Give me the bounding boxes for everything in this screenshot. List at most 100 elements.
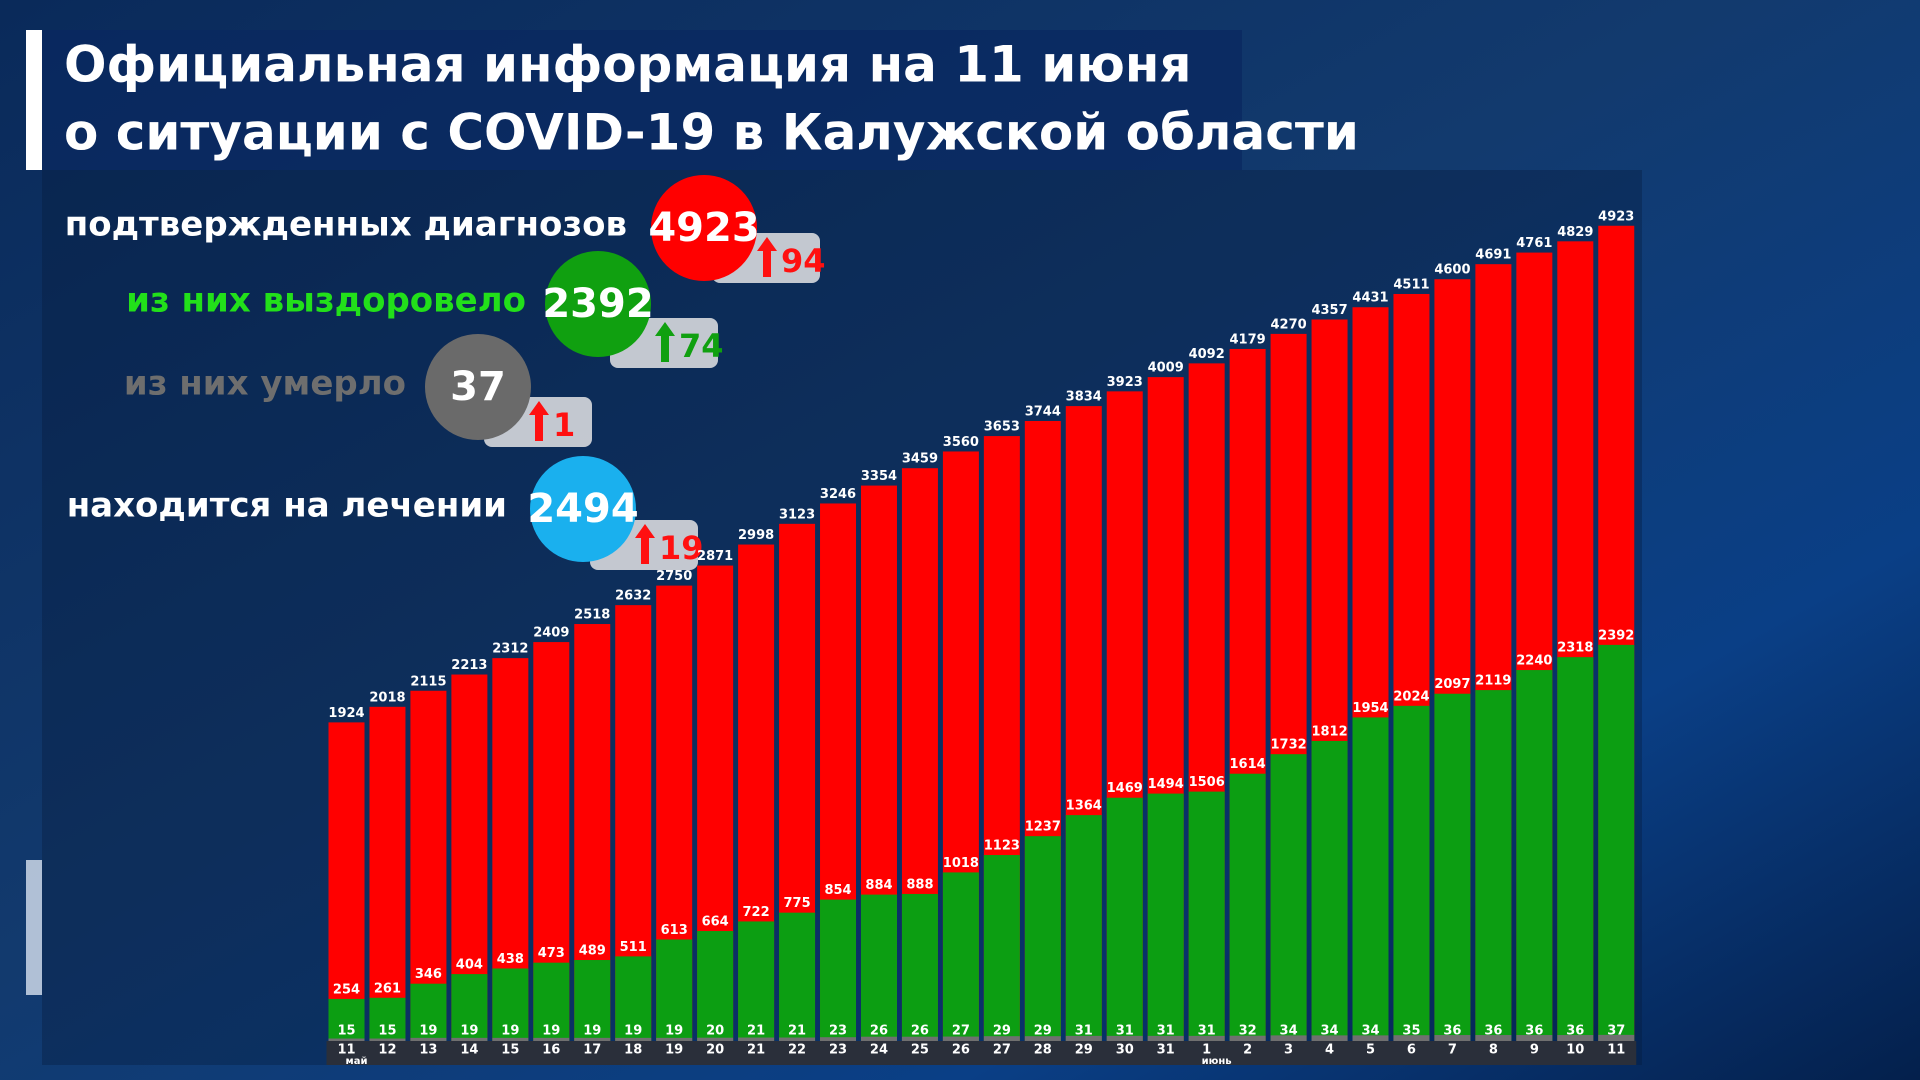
data-label: 346 <box>415 967 442 982</box>
bar <box>1557 657 1594 1041</box>
x-tick-label: 3 <box>1284 1043 1293 1058</box>
x-tick-label: 8 <box>1489 1043 1498 1058</box>
x-tick-label: 13 <box>419 1043 437 1058</box>
bar <box>820 1037 857 1041</box>
x-tick-label: 10 <box>1566 1043 1584 1058</box>
summary-circle <box>545 251 651 357</box>
data-label: 1494 <box>1148 777 1184 792</box>
x-tick-label: 9 <box>1530 1043 1539 1058</box>
data-label: 23 <box>829 1024 847 1039</box>
bar <box>1311 740 1348 1041</box>
bar <box>697 1037 734 1041</box>
data-label: 36 <box>1484 1024 1502 1039</box>
title-panel <box>42 30 1242 170</box>
bar <box>492 968 529 1041</box>
data-label: 489 <box>579 944 606 959</box>
data-label: 19 <box>665 1024 683 1039</box>
x-tick-label: 21 <box>747 1043 765 1058</box>
data-label: 2998 <box>738 528 774 543</box>
summary-change: 19 <box>659 529 704 567</box>
bar <box>860 1036 897 1041</box>
data-label: 722 <box>743 905 770 920</box>
data-label: 31 <box>1116 1024 1134 1039</box>
data-label: 19 <box>583 1024 601 1039</box>
data-label: 2518 <box>574 608 610 623</box>
data-label: 4357 <box>1311 303 1347 318</box>
x-tick-label: 1 <box>1202 1043 1211 1058</box>
data-label: 1614 <box>1230 757 1266 772</box>
bar <box>492 1037 529 1041</box>
bar <box>1147 1035 1184 1041</box>
data-label: 31 <box>1198 1024 1216 1039</box>
data-label: 2312 <box>492 642 528 657</box>
bar <box>1065 815 1102 1041</box>
bar <box>1229 1035 1266 1041</box>
data-label: 19 <box>542 1024 560 1039</box>
summary-label: находится на лечении <box>67 486 507 526</box>
data-label: 888 <box>906 877 933 892</box>
bar <box>1434 693 1471 1041</box>
data-label: 1812 <box>1311 724 1347 739</box>
arrow-icon <box>655 322 675 362</box>
bar <box>615 956 652 1041</box>
data-label: 3459 <box>902 452 938 467</box>
x-tick-label: 28 <box>1034 1043 1052 1058</box>
data-label: 3744 <box>1025 404 1061 419</box>
data-label: 2024 <box>1393 689 1429 704</box>
summary-value: 2392 <box>542 281 653 327</box>
data-label: 254 <box>333 982 360 997</box>
bar <box>860 894 897 1041</box>
x-tick-label: 24 <box>870 1043 888 1058</box>
bar <box>1516 670 1553 1041</box>
x-tick-label: 31 <box>1157 1043 1175 1058</box>
bar <box>1270 1035 1307 1041</box>
x-tick-label: 7 <box>1448 1043 1457 1058</box>
bar <box>656 1037 693 1041</box>
data-label: 26 <box>870 1024 888 1039</box>
data-label: 20 <box>706 1024 724 1039</box>
data-label: 261 <box>374 981 401 996</box>
data-label: 3560 <box>943 435 979 450</box>
title-accent <box>26 30 42 170</box>
data-label: 1732 <box>1270 738 1306 753</box>
data-label: 4923 <box>1598 209 1634 224</box>
month-label: июнь <box>1202 1056 1232 1067</box>
data-label: 854 <box>824 883 851 898</box>
bar <box>901 1036 938 1041</box>
bar <box>983 855 1020 1041</box>
data-label: 1469 <box>1107 781 1143 796</box>
data-label: 473 <box>538 946 565 961</box>
bar <box>369 1038 406 1041</box>
bar <box>574 1037 611 1041</box>
data-label: 19 <box>501 1024 519 1039</box>
x-tick-label: 11 <box>1607 1043 1625 1058</box>
x-tick-label: 16 <box>542 1043 560 1058</box>
bar <box>779 912 816 1041</box>
data-label: 2240 <box>1516 654 1552 669</box>
bar <box>697 931 734 1041</box>
data-label: 2409 <box>533 626 569 641</box>
data-label: 19 <box>460 1024 478 1039</box>
bar <box>820 899 857 1041</box>
bar <box>369 706 406 1041</box>
x-tick-label: 5 <box>1366 1043 1375 1058</box>
title-line: о ситуации с COVID-19 в Калужской област… <box>64 104 1359 162</box>
bar <box>1024 1036 1061 1041</box>
arrow-icon <box>635 524 655 564</box>
data-label: 2632 <box>615 589 651 604</box>
data-label: 884 <box>865 878 892 893</box>
bar <box>983 1036 1020 1041</box>
data-label: 2018 <box>369 690 405 705</box>
bar <box>1393 705 1430 1041</box>
bar <box>328 998 365 1041</box>
summary-change: 74 <box>679 327 724 365</box>
data-label: 3834 <box>1066 390 1102 405</box>
arrow-icon <box>529 401 549 441</box>
bar <box>1188 791 1225 1041</box>
summary-change: 94 <box>781 242 826 280</box>
data-label: 775 <box>783 896 810 911</box>
data-label: 4009 <box>1148 361 1184 376</box>
data-label: 4179 <box>1230 332 1266 347</box>
bar <box>1475 1035 1512 1041</box>
